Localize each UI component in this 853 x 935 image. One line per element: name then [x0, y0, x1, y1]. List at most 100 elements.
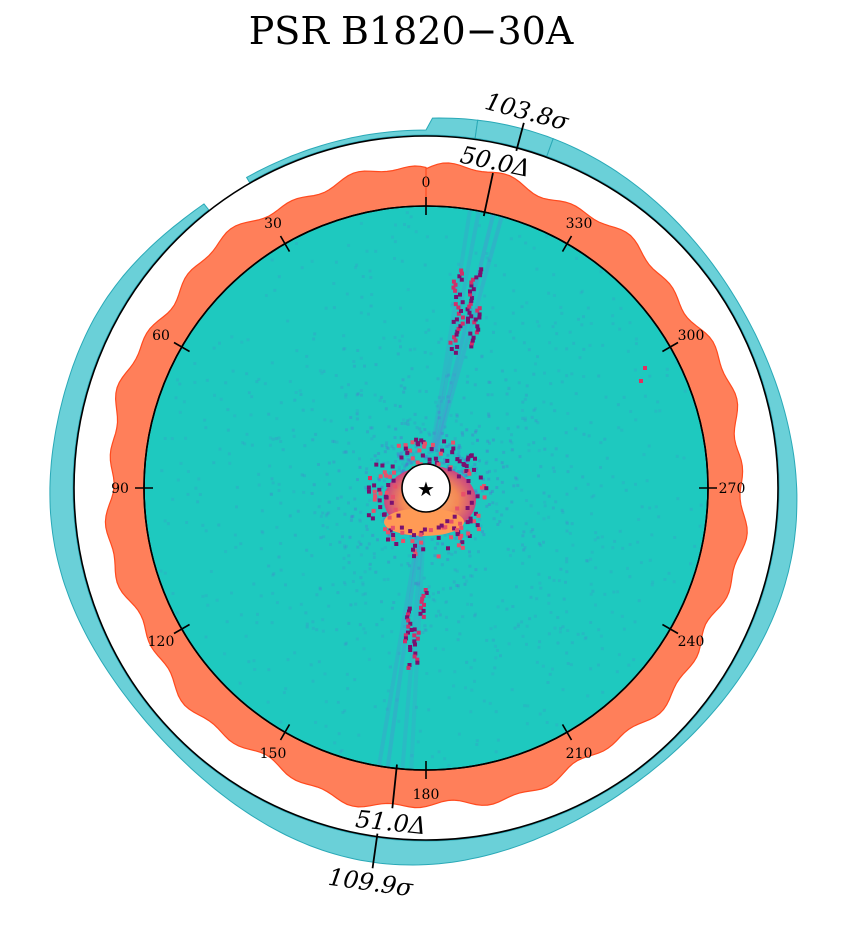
speckle-pixel — [654, 409, 658, 413]
core-pixel — [468, 519, 473, 524]
speckle-pixel — [241, 441, 245, 445]
speckle-pixel — [259, 594, 263, 598]
core-pixel — [458, 521, 463, 526]
angle-tick — [561, 235, 573, 252]
speckle-pixel — [344, 395, 348, 399]
speckle-pixel — [343, 546, 347, 550]
knot-pixel — [456, 326, 461, 331]
speckle-pixel — [382, 578, 386, 582]
speckle-pixel — [368, 415, 372, 419]
core-pixel — [400, 530, 405, 535]
knot-pixel — [459, 277, 464, 282]
speckle-pixel — [470, 688, 474, 692]
core-pixel — [428, 528, 433, 533]
speckle-pixel — [301, 408, 305, 412]
speckle-pixel — [418, 427, 422, 431]
speckle-pixel — [527, 449, 531, 453]
core-pixel — [439, 523, 444, 528]
speckle-pixel — [336, 591, 340, 595]
knot-pixel — [413, 651, 418, 656]
speckle-pixel — [538, 581, 542, 585]
core-pixel — [478, 475, 483, 480]
speckle-pixel — [402, 390, 406, 394]
speckle-pixel — [409, 459, 412, 463]
core-pixel — [372, 483, 377, 488]
speckle-pixel — [186, 470, 190, 473]
speckle-pixel — [460, 431, 464, 435]
speckle-pixel — [647, 444, 651, 448]
speckle-pixel — [365, 249, 369, 253]
speckle-pixel — [343, 544, 346, 548]
speckle-pixel — [557, 369, 561, 373]
speckle-pixel — [415, 426, 419, 430]
core-pixel — [419, 438, 424, 443]
speckle-pixel — [365, 467, 369, 471]
speckle-pixel — [362, 647, 366, 651]
speckle-pixel — [344, 450, 347, 454]
speckle-pixel — [368, 269, 372, 273]
speckle-pixel — [466, 374, 470, 378]
speckle-pixel — [470, 411, 473, 415]
speckle-pixel — [408, 613, 412, 617]
north-streak — [434, 208, 506, 451]
core-pixel — [465, 457, 470, 462]
core-pixel — [410, 456, 415, 461]
speckle-pixel — [359, 389, 363, 392]
speckle-pixel — [658, 409, 662, 413]
speckle-pixel — [375, 623, 379, 627]
speckle-pixel — [213, 393, 216, 397]
speckle-pixel — [477, 424, 481, 428]
speckle-pixel — [574, 392, 578, 396]
speckle-pixel — [473, 463, 477, 467]
knot-pixel — [420, 596, 425, 601]
south-streak — [399, 527, 425, 770]
speckle-pixel — [386, 461, 390, 465]
speckle-pixel — [279, 501, 283, 505]
speckle-pixel — [535, 320, 539, 324]
speckle-pixel — [320, 371, 324, 375]
speckle-pixel — [570, 522, 574, 526]
speckle-pixel — [317, 505, 321, 509]
speckle-pixel — [555, 332, 559, 336]
speckle-pixel — [532, 441, 536, 445]
speckle-pixel — [596, 536, 600, 540]
speckle-pixel — [206, 603, 210, 607]
speckle-pixel — [594, 531, 598, 535]
speckle-pixel — [447, 764, 451, 768]
speckle-pixel — [520, 488, 524, 492]
chart-title: PSR B1820−30A — [249, 9, 574, 53]
speckle-pixel — [457, 454, 461, 458]
speckle-pixel — [491, 501, 495, 505]
speckle-pixel — [343, 709, 347, 713]
speckle-pixel — [430, 537, 434, 541]
speckle-pixel — [581, 475, 585, 479]
speckle-pixel — [270, 361, 274, 365]
speckle-pixel — [569, 663, 573, 667]
core-pixel — [418, 532, 423, 537]
speckle-pixel — [473, 383, 477, 387]
core-pixel — [378, 474, 383, 479]
speckle-pixel — [387, 533, 391, 537]
speckle-pixel — [543, 371, 546, 375]
speckle-pixel — [465, 380, 469, 384]
knot-pixel — [453, 338, 458, 343]
speckle-pixel — [611, 314, 615, 318]
speckle-pixel — [163, 437, 167, 440]
core-pixel — [413, 543, 417, 548]
speckle-pixel — [560, 311, 564, 315]
speckle-pixel — [474, 367, 478, 371]
speckle-pixel — [359, 356, 363, 360]
angle-tick-label: 120 — [148, 634, 175, 650]
speckle-pixel — [617, 653, 621, 657]
knot-pixel — [477, 315, 482, 320]
speckle-pixel — [302, 474, 306, 478]
speckle-pixel — [403, 465, 407, 469]
speckle-pixel — [434, 614, 438, 618]
speckle-pixel — [355, 263, 359, 267]
speckle-pixel — [481, 530, 484, 534]
speckle-pixel — [637, 518, 641, 521]
speckle-pixel — [591, 589, 595, 593]
speckle-pixel — [286, 658, 290, 662]
speckle-pixel — [374, 249, 378, 253]
speckle-pixel — [545, 234, 548, 238]
